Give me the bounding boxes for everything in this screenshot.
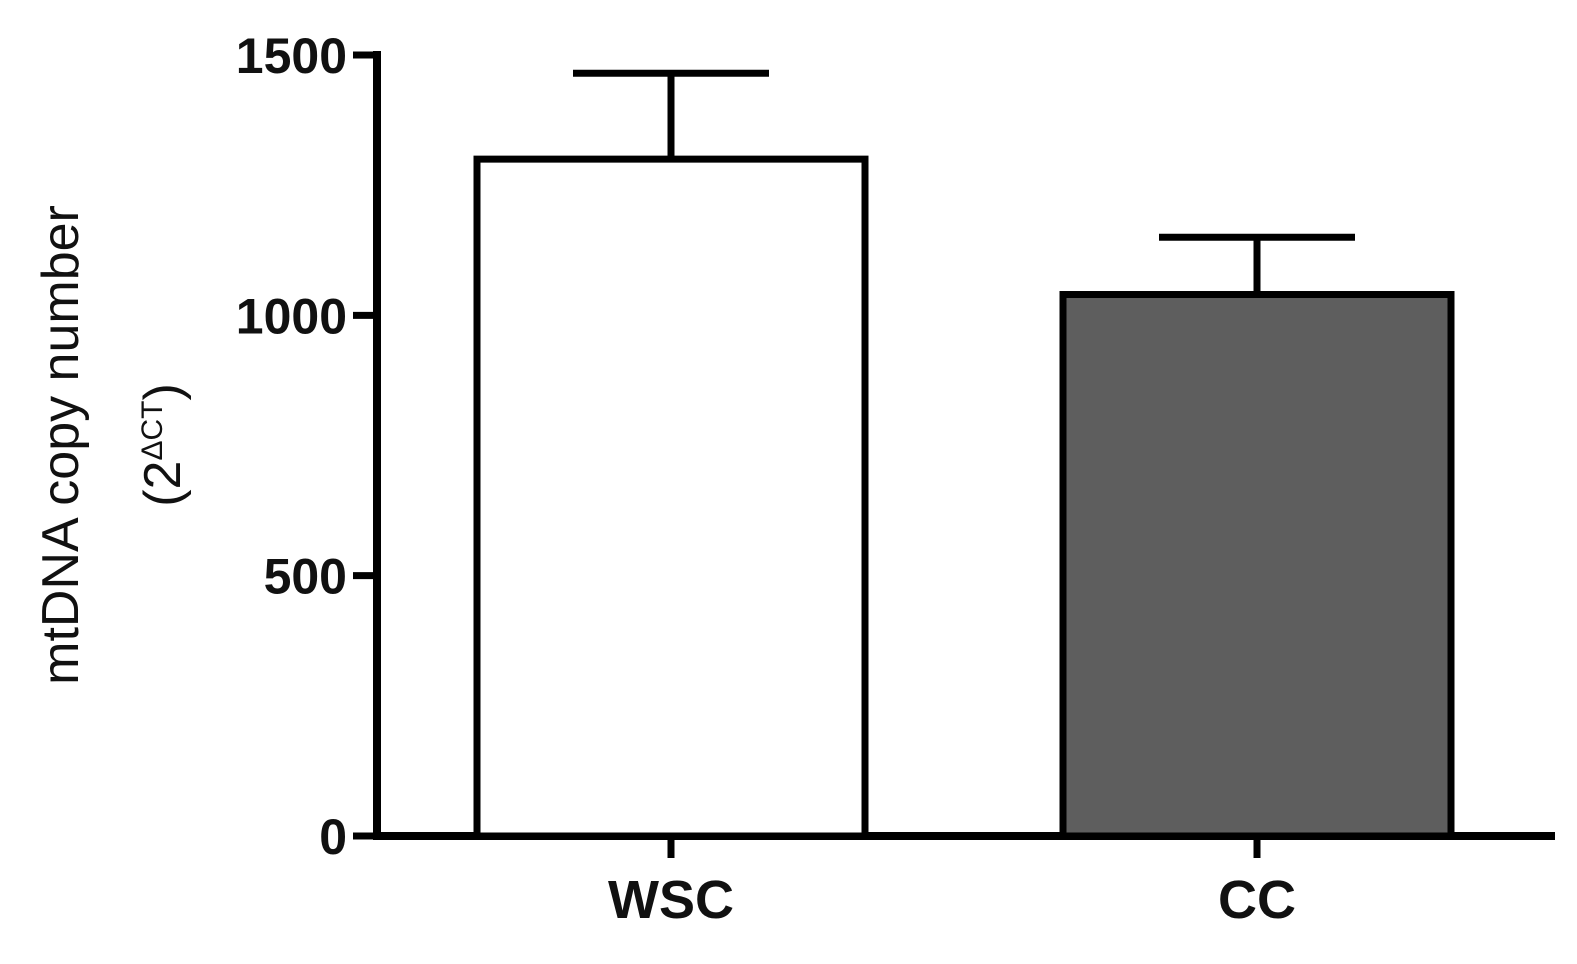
y-tick-label: 1500	[236, 28, 347, 84]
x-ticks-group: WSC CC	[608, 836, 1296, 930]
y-tick-label: 500	[264, 549, 347, 605]
y-tick-label: 0	[319, 809, 347, 865]
x-tick-label-cc: CC	[1218, 870, 1296, 930]
bar-wsc	[473, 155, 869, 840]
y-axis-unit-prefix: (2	[134, 461, 192, 507]
y-axis-unit-superscript: ΔCT	[136, 401, 169, 461]
y-axis-title-group: mtDNA copy number (2ΔCT)	[32, 205, 192, 685]
y-ticks-group: 0 500 1000 1500	[236, 28, 377, 865]
x-tick-label-wsc: WSC	[608, 870, 734, 930]
bar-cc	[1059, 291, 1455, 840]
bars-group	[473, 69, 1455, 840]
y-axis-unit: (2ΔCT)	[134, 383, 192, 507]
y-tick-label: 1000	[236, 288, 347, 344]
y-axis-title: mtDNA copy number	[32, 205, 90, 685]
y-axis-unit-suffix: )	[134, 383, 192, 400]
